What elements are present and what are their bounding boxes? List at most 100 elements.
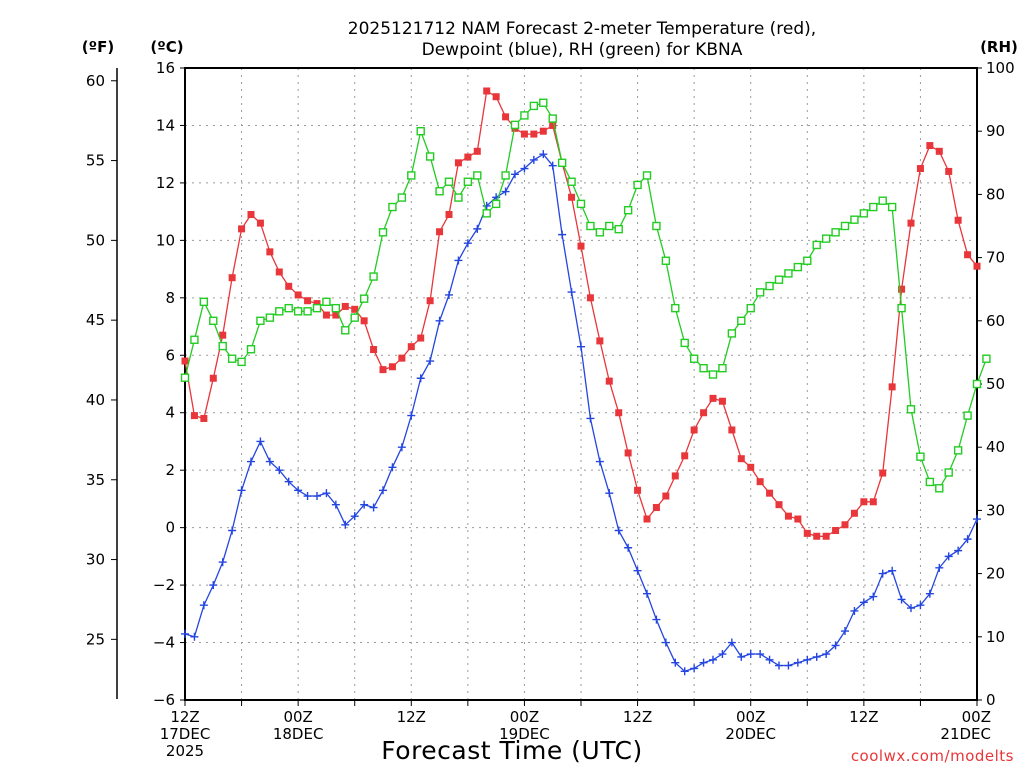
temperature-point — [577, 242, 585, 250]
rh-point — [850, 215, 859, 224]
temperature-point — [436, 228, 444, 236]
rh-point — [661, 256, 671, 265]
fahrenheit-tick-label: 40 — [86, 391, 105, 409]
temperature-point — [624, 449, 632, 457]
temperature-point — [586, 294, 594, 302]
temperature-point — [756, 478, 764, 486]
dewpoint-point — [944, 552, 953, 561]
rh-point — [369, 272, 378, 281]
dewpoint-point — [397, 443, 406, 452]
credit-text: coolwx.com/modelts — [851, 747, 1014, 765]
dewpoint-point — [445, 290, 453, 299]
rh-point — [878, 196, 887, 205]
dewpoint-point — [633, 566, 642, 575]
rh-point — [312, 303, 322, 313]
dewpoint-point — [237, 486, 246, 495]
rh-point — [454, 193, 463, 202]
rh-point — [473, 171, 482, 180]
dewpoint-point — [275, 466, 284, 475]
temperature-point — [605, 377, 613, 385]
temperature-point — [954, 216, 962, 224]
dewpoint-point — [511, 170, 519, 179]
dewpoint-point — [643, 589, 651, 598]
x-tick-label: 20DEC — [725, 725, 776, 743]
temperature-point — [615, 409, 623, 417]
dewpoint-point — [473, 224, 482, 233]
temperature-point — [539, 127, 547, 135]
dewpoint-point — [454, 256, 463, 265]
dewpoint-point — [690, 664, 699, 673]
rh-point — [793, 262, 803, 272]
temperature-point — [483, 87, 491, 95]
x-tick-label: 19DEC — [499, 725, 550, 743]
temperature-point — [888, 383, 896, 391]
temperature-point — [228, 274, 236, 282]
rh-point — [284, 303, 293, 313]
celsius-tick-label: 6 — [165, 346, 175, 364]
x-tick-label: 00Z — [736, 708, 765, 726]
temperature-point — [256, 219, 264, 227]
x-tick-label: 12Z — [849, 708, 878, 726]
rh-point — [840, 221, 850, 231]
dewpoint-point — [709, 655, 717, 664]
celsius-tick-label: 0 — [165, 519, 175, 537]
temperature-point — [294, 291, 302, 299]
celsius-tick-label: −4 — [153, 634, 175, 652]
temperature-point — [700, 409, 708, 417]
rh-point — [256, 316, 265, 325]
temperature-point — [973, 262, 981, 270]
temperature-point — [219, 331, 227, 339]
rh-point — [623, 205, 633, 215]
dewpoint-point — [209, 581, 218, 590]
celsius-tick-label: 8 — [165, 289, 175, 307]
x-tick-label: 18DEC — [273, 725, 324, 743]
temperature-point — [445, 211, 453, 219]
rh-point — [548, 114, 557, 123]
x-tick-label: 00Z — [962, 708, 991, 726]
rh-tick-label: 70 — [986, 249, 1005, 267]
temperature-point — [916, 165, 924, 173]
rh-point — [246, 345, 256, 354]
rh-point — [746, 303, 755, 313]
rh-point — [539, 98, 548, 107]
dewpoint-point — [190, 632, 199, 641]
rh-point — [520, 111, 529, 120]
chart-title-line1: 2025121712 NAM Forecast 2-meter Temperat… — [348, 19, 816, 39]
temperature-point — [898, 285, 906, 293]
rh-point — [831, 228, 840, 237]
temperature-point — [935, 147, 943, 155]
rh-tick-label: 10 — [986, 628, 1005, 646]
dewpoint-point — [850, 606, 859, 615]
temperature-point — [747, 463, 755, 471]
rh-point — [237, 357, 246, 367]
temperature-point — [238, 225, 246, 233]
dewpoint-point — [482, 201, 491, 210]
x-tick-label: 2025 — [166, 742, 204, 760]
rh-point — [341, 326, 350, 335]
dewpoint-point — [539, 150, 548, 159]
dewpoint-point — [247, 457, 255, 466]
rh-point — [718, 364, 727, 373]
fahrenheit-tick-label: 30 — [86, 551, 105, 569]
dewpoint-point — [360, 500, 369, 509]
rh-point — [482, 209, 491, 218]
dewpoint-point — [737, 652, 746, 661]
dewpoint-point — [567, 288, 576, 297]
temperature-point — [841, 521, 849, 529]
temperature-point — [860, 498, 868, 506]
rh-point — [378, 228, 388, 237]
series-0 — [181, 87, 981, 540]
rh-tick-label: 50 — [986, 375, 1005, 393]
gridlines — [185, 68, 977, 700]
dewpoint-point — [605, 489, 614, 498]
dewpoint-point — [907, 604, 915, 613]
rh-point — [350, 313, 359, 322]
rh-point — [671, 303, 680, 313]
temperature-point — [596, 337, 604, 345]
rh-point — [897, 303, 906, 313]
rh-point — [925, 477, 935, 487]
rh-point — [199, 297, 209, 307]
temperature-point — [454, 159, 462, 167]
dewpoint-point — [369, 503, 378, 512]
